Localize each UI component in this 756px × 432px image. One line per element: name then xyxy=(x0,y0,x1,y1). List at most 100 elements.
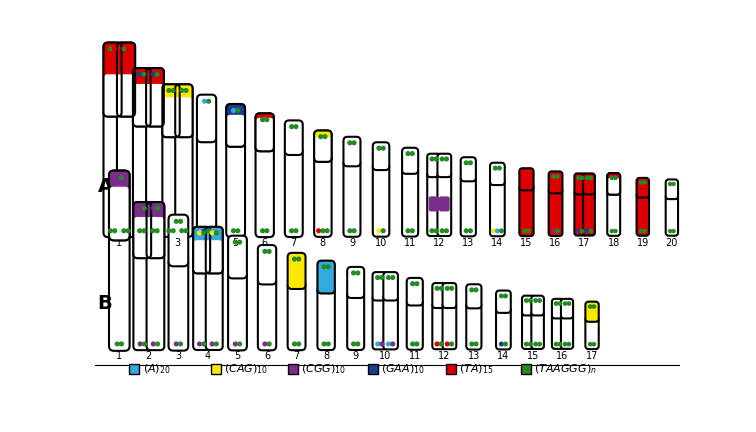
Circle shape xyxy=(180,229,184,232)
FancyBboxPatch shape xyxy=(466,284,482,308)
Circle shape xyxy=(207,99,211,103)
Circle shape xyxy=(435,286,439,290)
FancyBboxPatch shape xyxy=(226,115,245,147)
Circle shape xyxy=(552,175,556,178)
FancyBboxPatch shape xyxy=(197,95,216,142)
Circle shape xyxy=(294,229,298,232)
Circle shape xyxy=(430,229,434,232)
Circle shape xyxy=(151,73,155,76)
Bar xyxy=(288,364,299,374)
Circle shape xyxy=(610,229,613,233)
Circle shape xyxy=(672,182,675,185)
FancyBboxPatch shape xyxy=(169,258,188,351)
Circle shape xyxy=(577,176,580,180)
Bar xyxy=(521,364,531,374)
Circle shape xyxy=(589,343,592,346)
Text: 4: 4 xyxy=(203,238,209,248)
Text: $(GAA)_{10}$: $(GAA)_{10}$ xyxy=(381,362,425,376)
FancyBboxPatch shape xyxy=(373,142,389,170)
FancyBboxPatch shape xyxy=(117,109,135,237)
Circle shape xyxy=(500,342,503,346)
Circle shape xyxy=(581,229,584,232)
Circle shape xyxy=(585,229,589,232)
Circle shape xyxy=(435,342,439,346)
Circle shape xyxy=(556,229,559,232)
FancyBboxPatch shape xyxy=(109,232,129,351)
FancyBboxPatch shape xyxy=(519,168,534,191)
Circle shape xyxy=(138,229,141,232)
Circle shape xyxy=(327,342,330,346)
FancyBboxPatch shape xyxy=(666,194,678,236)
FancyBboxPatch shape xyxy=(175,84,193,137)
FancyBboxPatch shape xyxy=(402,148,418,174)
Circle shape xyxy=(142,73,146,76)
Circle shape xyxy=(197,231,201,235)
Circle shape xyxy=(297,342,301,346)
Circle shape xyxy=(567,302,571,305)
Circle shape xyxy=(411,229,414,232)
FancyBboxPatch shape xyxy=(104,43,122,117)
Circle shape xyxy=(294,125,298,128)
Circle shape xyxy=(525,299,528,302)
Circle shape xyxy=(126,47,130,51)
FancyBboxPatch shape xyxy=(109,171,129,201)
Circle shape xyxy=(538,343,541,346)
Circle shape xyxy=(172,89,175,92)
FancyBboxPatch shape xyxy=(147,202,164,258)
FancyBboxPatch shape xyxy=(133,251,151,350)
FancyBboxPatch shape xyxy=(318,260,335,293)
Circle shape xyxy=(325,229,329,232)
FancyBboxPatch shape xyxy=(109,187,129,240)
FancyBboxPatch shape xyxy=(637,178,649,197)
FancyBboxPatch shape xyxy=(133,202,151,258)
Circle shape xyxy=(151,342,155,346)
Circle shape xyxy=(439,342,443,346)
FancyBboxPatch shape xyxy=(226,104,245,128)
Circle shape xyxy=(668,230,671,233)
Circle shape xyxy=(474,342,478,346)
Circle shape xyxy=(381,229,385,232)
Circle shape xyxy=(143,206,146,210)
Circle shape xyxy=(138,206,142,210)
Circle shape xyxy=(640,230,643,233)
Text: 6: 6 xyxy=(262,238,268,248)
Circle shape xyxy=(122,229,125,232)
FancyBboxPatch shape xyxy=(206,240,223,273)
Circle shape xyxy=(297,257,301,261)
Circle shape xyxy=(577,229,580,232)
Circle shape xyxy=(554,343,558,346)
Circle shape xyxy=(668,182,671,185)
Circle shape xyxy=(175,342,178,346)
Text: 6: 6 xyxy=(264,351,270,362)
FancyBboxPatch shape xyxy=(607,178,620,195)
Text: 14: 14 xyxy=(491,238,503,248)
Text: 11: 11 xyxy=(409,351,421,362)
FancyBboxPatch shape xyxy=(314,137,332,162)
FancyBboxPatch shape xyxy=(147,217,164,258)
Text: 5: 5 xyxy=(234,351,240,362)
Text: 3: 3 xyxy=(175,238,181,248)
FancyBboxPatch shape xyxy=(287,282,305,350)
Text: 8: 8 xyxy=(323,351,329,362)
Circle shape xyxy=(643,230,646,233)
FancyBboxPatch shape xyxy=(402,168,418,237)
Circle shape xyxy=(440,229,444,232)
Circle shape xyxy=(376,276,380,280)
Text: 17: 17 xyxy=(586,351,598,362)
Circle shape xyxy=(236,229,240,232)
Text: 13: 13 xyxy=(462,238,475,248)
Circle shape xyxy=(589,305,592,308)
Circle shape xyxy=(640,181,643,184)
Circle shape xyxy=(500,229,503,232)
Text: 8: 8 xyxy=(320,238,326,248)
Text: 3: 3 xyxy=(175,351,181,362)
FancyBboxPatch shape xyxy=(146,68,164,96)
FancyBboxPatch shape xyxy=(206,227,223,252)
Circle shape xyxy=(234,342,237,346)
Text: $(TAAGGG)_{n}$: $(TAAGGG)_{n}$ xyxy=(534,362,597,376)
Circle shape xyxy=(290,125,293,128)
Circle shape xyxy=(207,229,211,232)
Circle shape xyxy=(534,343,538,346)
FancyBboxPatch shape xyxy=(442,283,457,308)
Circle shape xyxy=(348,141,352,145)
